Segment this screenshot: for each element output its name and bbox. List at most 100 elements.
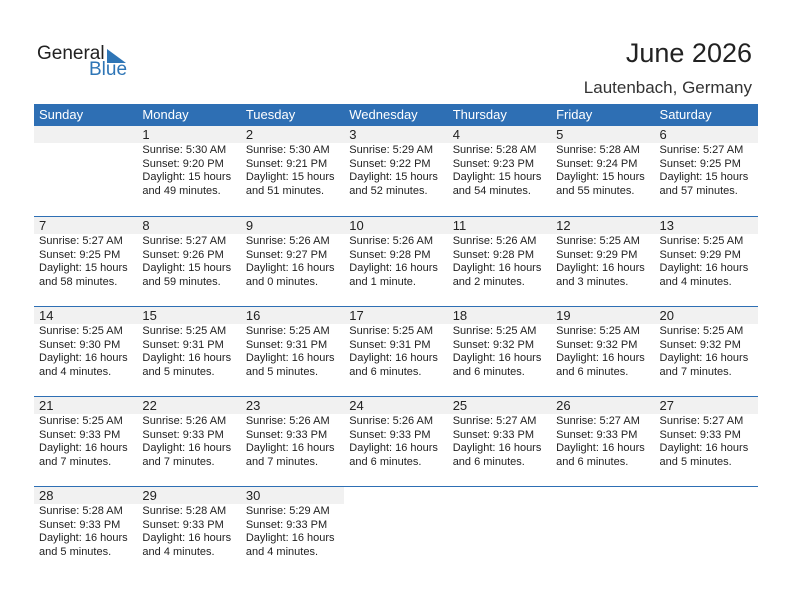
day-cell: 22 Sunrise: 5:26 AM Sunset: 9:33 PM Dayligh… — [137, 397, 241, 486]
day-daylight1: Daylight: 16 hours — [349, 442, 438, 454]
day-sunrise: Sunrise: 5:30 AM — [245, 144, 330, 156]
day-cell: 6 Sunrise: 5:27 AM Sunset: 9:25 PM Daylight… — [654, 126, 758, 216]
day-daylight1: Daylight: 16 hours — [142, 352, 232, 364]
generalblue-logo: General Blue — [37, 43, 137, 83]
day-daylight1: Daylight: 16 hours — [349, 262, 438, 274]
day-sunset: Sunset: 9:28 PM — [452, 248, 535, 261]
day-sunrise: Sunrise: 5:25 AM — [452, 325, 537, 337]
day-number: 21 — [34, 397, 138, 414]
calendar-weeks: 1 Sunrise: 5:30 AM Sunset: 9:20 PM Daylight… — [34, 126, 758, 576]
weekday-sunday: Sunday — [39, 107, 84, 122]
day-info: Sunrise: 5:30 AM Sunset: 9:20 PM Daylight:… — [137, 143, 240, 198]
day-cell: 8 Sunrise: 5:27 AM Sunset: 9:26 PM Daylight… — [137, 217, 241, 306]
day-sunrise: Sunrise: 5:28 AM — [556, 144, 640, 156]
day-info: Sunrise: 5:27 AM Sunset: 9:25 PM Daylight:… — [655, 143, 758, 198]
day-daylight1: Daylight: 16 hours — [245, 532, 335, 544]
day-info: Sunrise: 5:25 AM Sunset: 9:32 PM Daylight:… — [551, 324, 654, 379]
day-daylight1: Daylight: 16 hours — [452, 262, 542, 274]
day-sunrise: Sunrise: 5:29 AM — [349, 144, 434, 156]
day-sunrise: Sunrise: 5:30 AM — [142, 144, 227, 156]
day-daylight1: Daylight: 16 hours — [659, 352, 749, 364]
day-sunset: Sunset: 9:33 PM — [142, 518, 224, 531]
day-number: 2 — [240, 126, 345, 143]
day-info: Sunrise: 5:26 AM Sunset: 9:28 PM Daylight:… — [448, 234, 551, 289]
week-row: 21 Sunrise: 5:25 AM Sunset: 9:33 PM Dayligh… — [34, 396, 758, 486]
day-number: 17 — [344, 307, 448, 324]
day-sunrise: Sunrise: 5:28 AM — [452, 144, 537, 156]
week-row: 7 Sunrise: 5:27 AM Sunset: 9:25 PM Daylight… — [34, 216, 758, 306]
day-number: 30 — [240, 487, 345, 504]
day-daylight2: and 4 minutes. — [659, 275, 732, 288]
day-info: Sunrise: 5:25 AM Sunset: 9:32 PM Daylight:… — [448, 324, 551, 379]
day-number: 28 — [34, 487, 138, 504]
day-info: Sunrise: 5:27 AM Sunset: 9:25 PM Daylight:… — [34, 234, 137, 289]
day-cell: 9 Sunrise: 5:26 AM Sunset: 9:27 PM Daylight… — [240, 217, 345, 306]
day-info: Sunrise: 5:27 AM Sunset: 9:33 PM Daylight:… — [655, 414, 758, 469]
day-sunrise: Sunrise: 5:26 AM — [452, 235, 537, 247]
day-sunset: Sunset: 9:33 PM — [452, 428, 535, 441]
day-info: Sunrise: 5:26 AM Sunset: 9:33 PM Daylight:… — [241, 414, 344, 469]
day-daylight1: Daylight: 15 hours — [245, 171, 335, 183]
day-daylight1: Daylight: 16 hours — [245, 352, 335, 364]
day-daylight2: and 5 minutes. — [245, 365, 318, 378]
day-daylight1: Daylight: 16 hours — [556, 442, 645, 454]
day-daylight2: and 4 minutes. — [39, 365, 112, 378]
day-info: Sunrise: 5:26 AM Sunset: 9:33 PM Daylight:… — [344, 414, 447, 469]
day-daylight2: and 7 minutes. — [245, 455, 318, 468]
day-number: 27 — [654, 397, 758, 414]
day-daylight1: Daylight: 16 hours — [142, 442, 232, 454]
day-daylight2: and 5 minutes. — [659, 455, 732, 468]
day-cell: 10 Sunrise: 5:26 AM Sunset: 9:28 PM Dayligh… — [344, 217, 448, 306]
day-sunset: Sunset: 9:31 PM — [349, 338, 431, 351]
day-daylight2: and 6 minutes. — [349, 455, 422, 468]
weekday-thursday: Thursday — [452, 107, 507, 122]
day-sunrise: Sunrise: 5:27 AM — [452, 415, 537, 427]
day-daylight1: Daylight: 16 hours — [556, 262, 645, 274]
day-daylight2: and 3 minutes. — [556, 275, 629, 288]
day-cell: 2 Sunrise: 5:30 AM Sunset: 9:21 PM Daylight… — [240, 126, 345, 216]
day-daylight2: and 6 minutes. — [452, 455, 525, 468]
weekday-monday: Monday — [142, 107, 189, 122]
day-sunset: Sunset: 9:33 PM — [659, 428, 741, 441]
day-number: 26 — [551, 397, 655, 414]
day-sunset: Sunset: 9:30 PM — [39, 338, 121, 351]
day-number: 16 — [240, 307, 345, 324]
day-info: Sunrise: 5:26 AM Sunset: 9:28 PM Daylight:… — [344, 234, 447, 289]
day-cell: 14 Sunrise: 5:25 AM Sunset: 9:30 PM Dayligh… — [34, 307, 138, 396]
day-sunrise: Sunrise: 5:25 AM — [556, 235, 640, 247]
day-info: Sunrise: 5:27 AM Sunset: 9:33 PM Daylight:… — [448, 414, 551, 469]
day-daylight1: Daylight: 15 hours — [142, 171, 232, 183]
day-sunrise: Sunrise: 5:25 AM — [39, 415, 123, 427]
day-cell: 25 Sunrise: 5:27 AM Sunset: 9:33 PM Dayligh… — [447, 397, 552, 486]
day-cell: 12 Sunrise: 5:25 AM Sunset: 9:29 PM Dayligh… — [551, 217, 655, 306]
day-number: 6 — [654, 126, 758, 143]
day-info: Sunrise: 5:26 AM Sunset: 9:27 PM Daylight:… — [241, 234, 344, 289]
day-info: Sunrise: 5:25 AM Sunset: 9:29 PM Daylight:… — [551, 234, 654, 289]
day-number: 10 — [344, 217, 448, 234]
day-cell: 20 Sunrise: 5:25 AM Sunset: 9:32 PM Dayligh… — [654, 307, 758, 396]
day-sunset: Sunset: 9:20 PM — [142, 157, 224, 170]
day-sunrise: Sunrise: 5:27 AM — [39, 235, 123, 247]
day-number: 8 — [137, 217, 241, 234]
day-sunset: Sunset: 9:29 PM — [659, 248, 741, 261]
day-sunset: Sunset: 9:27 PM — [245, 248, 328, 261]
day-number: 13 — [654, 217, 758, 234]
day-daylight1: Daylight: 16 hours — [556, 352, 645, 364]
day-sunrise: Sunrise: 5:25 AM — [659, 235, 744, 247]
day-sunset: Sunset: 9:33 PM — [556, 428, 638, 441]
day-cell: 11 Sunrise: 5:26 AM Sunset: 9:28 PM Dayligh… — [447, 217, 552, 306]
day-daylight2: and 6 minutes. — [556, 455, 629, 468]
weekday-wednesday: Wednesday — [349, 107, 418, 122]
day-sunrise: Sunrise: 5:25 AM — [142, 325, 227, 337]
empty-cell — [551, 487, 654, 576]
weekday-header: Sunday Monday Tuesday Wednesday Thursday Frid… — [34, 104, 758, 126]
day-daylight2: and 58 minutes. — [39, 275, 118, 288]
day-number: 22 — [137, 397, 241, 414]
day-number: 1 — [137, 126, 241, 143]
day-sunrise: Sunrise: 5:25 AM — [245, 325, 330, 337]
day-daylight2: and 6 minutes. — [452, 365, 525, 378]
day-sunset: Sunset: 9:25 PM — [659, 157, 741, 170]
week-row: 14 Sunrise: 5:25 AM Sunset: 9:30 PM Dayligh… — [34, 306, 758, 396]
logo-triangle-icon — [107, 49, 126, 63]
day-daylight2: and 2 minutes. — [452, 275, 525, 288]
